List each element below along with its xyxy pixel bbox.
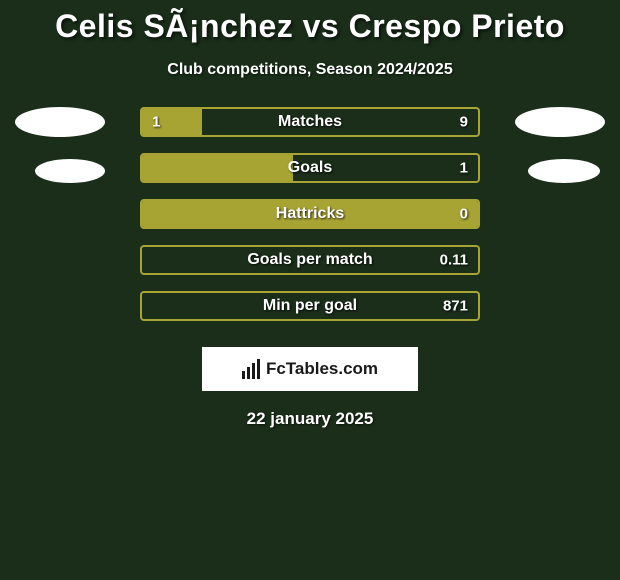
bar-label: Goals bbox=[288, 159, 332, 177]
player2-oval-bottom bbox=[528, 159, 600, 183]
chart-icon bbox=[242, 359, 260, 379]
page-title: Celis SÃ¡nchez vs Crespo Prieto bbox=[0, 8, 620, 45]
subtitle: Club competitions, Season 2024/2025 bbox=[0, 61, 620, 79]
bar-goals: Goals 1 bbox=[140, 153, 480, 183]
bar-label: Min per goal bbox=[263, 297, 357, 315]
bar-label: Matches bbox=[278, 113, 342, 131]
player2-oval-top bbox=[515, 107, 605, 137]
bar-goals-per-match: Goals per match 0.11 bbox=[140, 245, 480, 275]
bar-label: Goals per match bbox=[247, 251, 372, 269]
bar-label: Hattricks bbox=[276, 205, 344, 223]
player1-oval-top bbox=[15, 107, 105, 137]
bar-value-right: 1 bbox=[460, 160, 468, 177]
bar-value-right: 871 bbox=[443, 298, 468, 315]
logo-box: FcTables.com bbox=[202, 347, 418, 391]
bar-value-right: 0.11 bbox=[440, 252, 468, 269]
bar-min-per-goal: Min per goal 871 bbox=[140, 291, 480, 321]
bar-value-right: 0 bbox=[460, 206, 468, 223]
bars-container: 1 Matches 9 Goals 1 Hattricks 0 Goals pe… bbox=[140, 107, 480, 337]
player1-oval-bottom bbox=[35, 159, 105, 183]
bar-hattricks: Hattricks 0 bbox=[140, 199, 480, 229]
bar-value-left: 1 bbox=[152, 114, 160, 131]
bar-matches: 1 Matches 9 bbox=[140, 107, 480, 137]
date: 22 january 2025 bbox=[0, 409, 620, 429]
chart-area: 1 Matches 9 Goals 1 Hattricks 0 Goals pe… bbox=[0, 107, 620, 337]
logo-content: FcTables.com bbox=[242, 359, 378, 379]
logo-text: FcTables.com bbox=[266, 359, 378, 379]
bar-value-right: 9 bbox=[460, 114, 468, 131]
bar-fill bbox=[142, 155, 293, 181]
